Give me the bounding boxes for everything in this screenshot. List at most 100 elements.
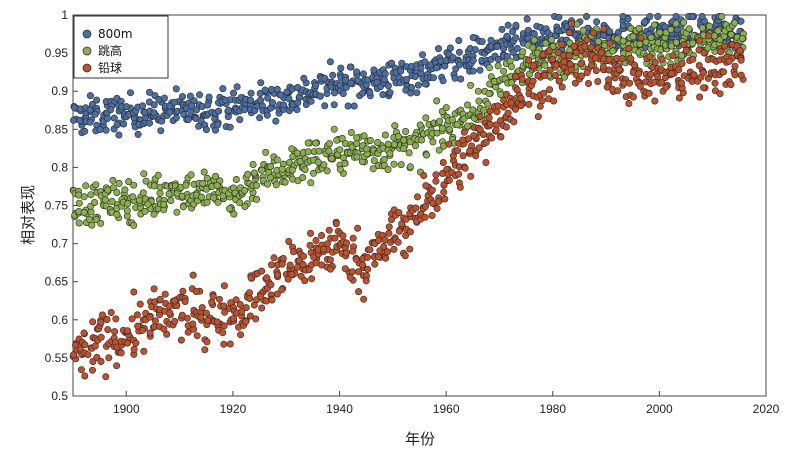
data-point (395, 209, 403, 217)
data-point (299, 252, 307, 260)
data-point (89, 318, 97, 326)
data-point (212, 172, 220, 180)
data-point (386, 89, 394, 97)
data-point (411, 73, 419, 81)
data-point (144, 200, 152, 208)
data-point (428, 186, 436, 194)
data-point (488, 134, 496, 142)
x-tick-label: 1900 (113, 402, 140, 416)
data-point (150, 182, 158, 190)
data-point (280, 101, 288, 109)
data-point (133, 311, 141, 319)
data-point (278, 165, 286, 173)
data-point (397, 161, 405, 169)
data-point (326, 265, 334, 273)
data-point (146, 313, 154, 321)
data-point (278, 286, 286, 294)
data-point (214, 121, 222, 129)
data-point (202, 126, 210, 134)
data-point (525, 100, 533, 108)
data-point (362, 277, 370, 285)
data-point (386, 150, 394, 158)
data-point (226, 340, 234, 348)
data-point (332, 220, 340, 228)
data-point (590, 29, 598, 37)
data-point (226, 123, 234, 131)
data-point (266, 163, 274, 171)
data-point (359, 261, 367, 269)
data-point (435, 146, 443, 154)
data-point (685, 25, 693, 33)
data-point (233, 83, 241, 91)
data-point (456, 183, 464, 191)
data-point (594, 78, 602, 86)
data-point (394, 238, 402, 246)
data-point (714, 27, 722, 35)
data-point (221, 308, 229, 316)
data-point (502, 123, 510, 131)
data-point (347, 129, 355, 137)
data-point (165, 190, 173, 198)
data-point (647, 70, 655, 78)
data-point (651, 58, 659, 66)
data-point (160, 94, 168, 102)
data-point (698, 24, 706, 32)
data-point (380, 243, 388, 251)
data-point (558, 40, 566, 48)
data-point (478, 38, 486, 46)
data-point (636, 82, 644, 90)
data-point (429, 138, 437, 146)
data-point (680, 18, 688, 26)
data-point (341, 76, 349, 84)
data-point (492, 126, 500, 134)
data-point (193, 106, 201, 114)
data-point (656, 28, 664, 36)
data-point (352, 255, 360, 263)
data-point (219, 85, 227, 93)
data-point (109, 176, 117, 184)
data-point (461, 164, 469, 172)
data-point (102, 126, 110, 134)
data-point (87, 191, 95, 199)
data-point (266, 174, 274, 182)
data-point (236, 116, 244, 124)
data-point (353, 68, 361, 76)
data-point (130, 288, 138, 296)
x-tick-label: 1960 (433, 402, 460, 416)
data-point (256, 292, 264, 300)
data-point (183, 314, 191, 322)
data-point (198, 304, 206, 312)
data-point (236, 300, 244, 308)
data-point (433, 97, 441, 105)
data-point (123, 207, 131, 215)
data-point (696, 93, 704, 101)
data-point (257, 79, 265, 87)
data-point (485, 114, 493, 122)
data-point (189, 320, 197, 328)
data-point (150, 285, 158, 293)
data-point (565, 52, 573, 60)
data-point (281, 178, 289, 186)
data-point (230, 89, 238, 97)
data-point (738, 34, 746, 42)
data-point (408, 84, 416, 92)
data-point (285, 159, 293, 167)
data-point (238, 307, 246, 315)
data-point (422, 182, 430, 190)
data-point (129, 193, 137, 201)
data-point (101, 196, 109, 204)
data-point (513, 44, 521, 52)
data-point (672, 13, 680, 21)
data-point (549, 55, 557, 63)
data-point (323, 167, 331, 175)
data-point (97, 333, 105, 341)
data-point (264, 94, 272, 102)
data-point (288, 166, 296, 174)
data-point (199, 180, 207, 188)
data-point (108, 198, 116, 206)
data-point (86, 92, 94, 100)
data-point (406, 163, 414, 171)
data-point (658, 78, 666, 86)
data-point (439, 77, 447, 85)
data-point (470, 132, 478, 140)
